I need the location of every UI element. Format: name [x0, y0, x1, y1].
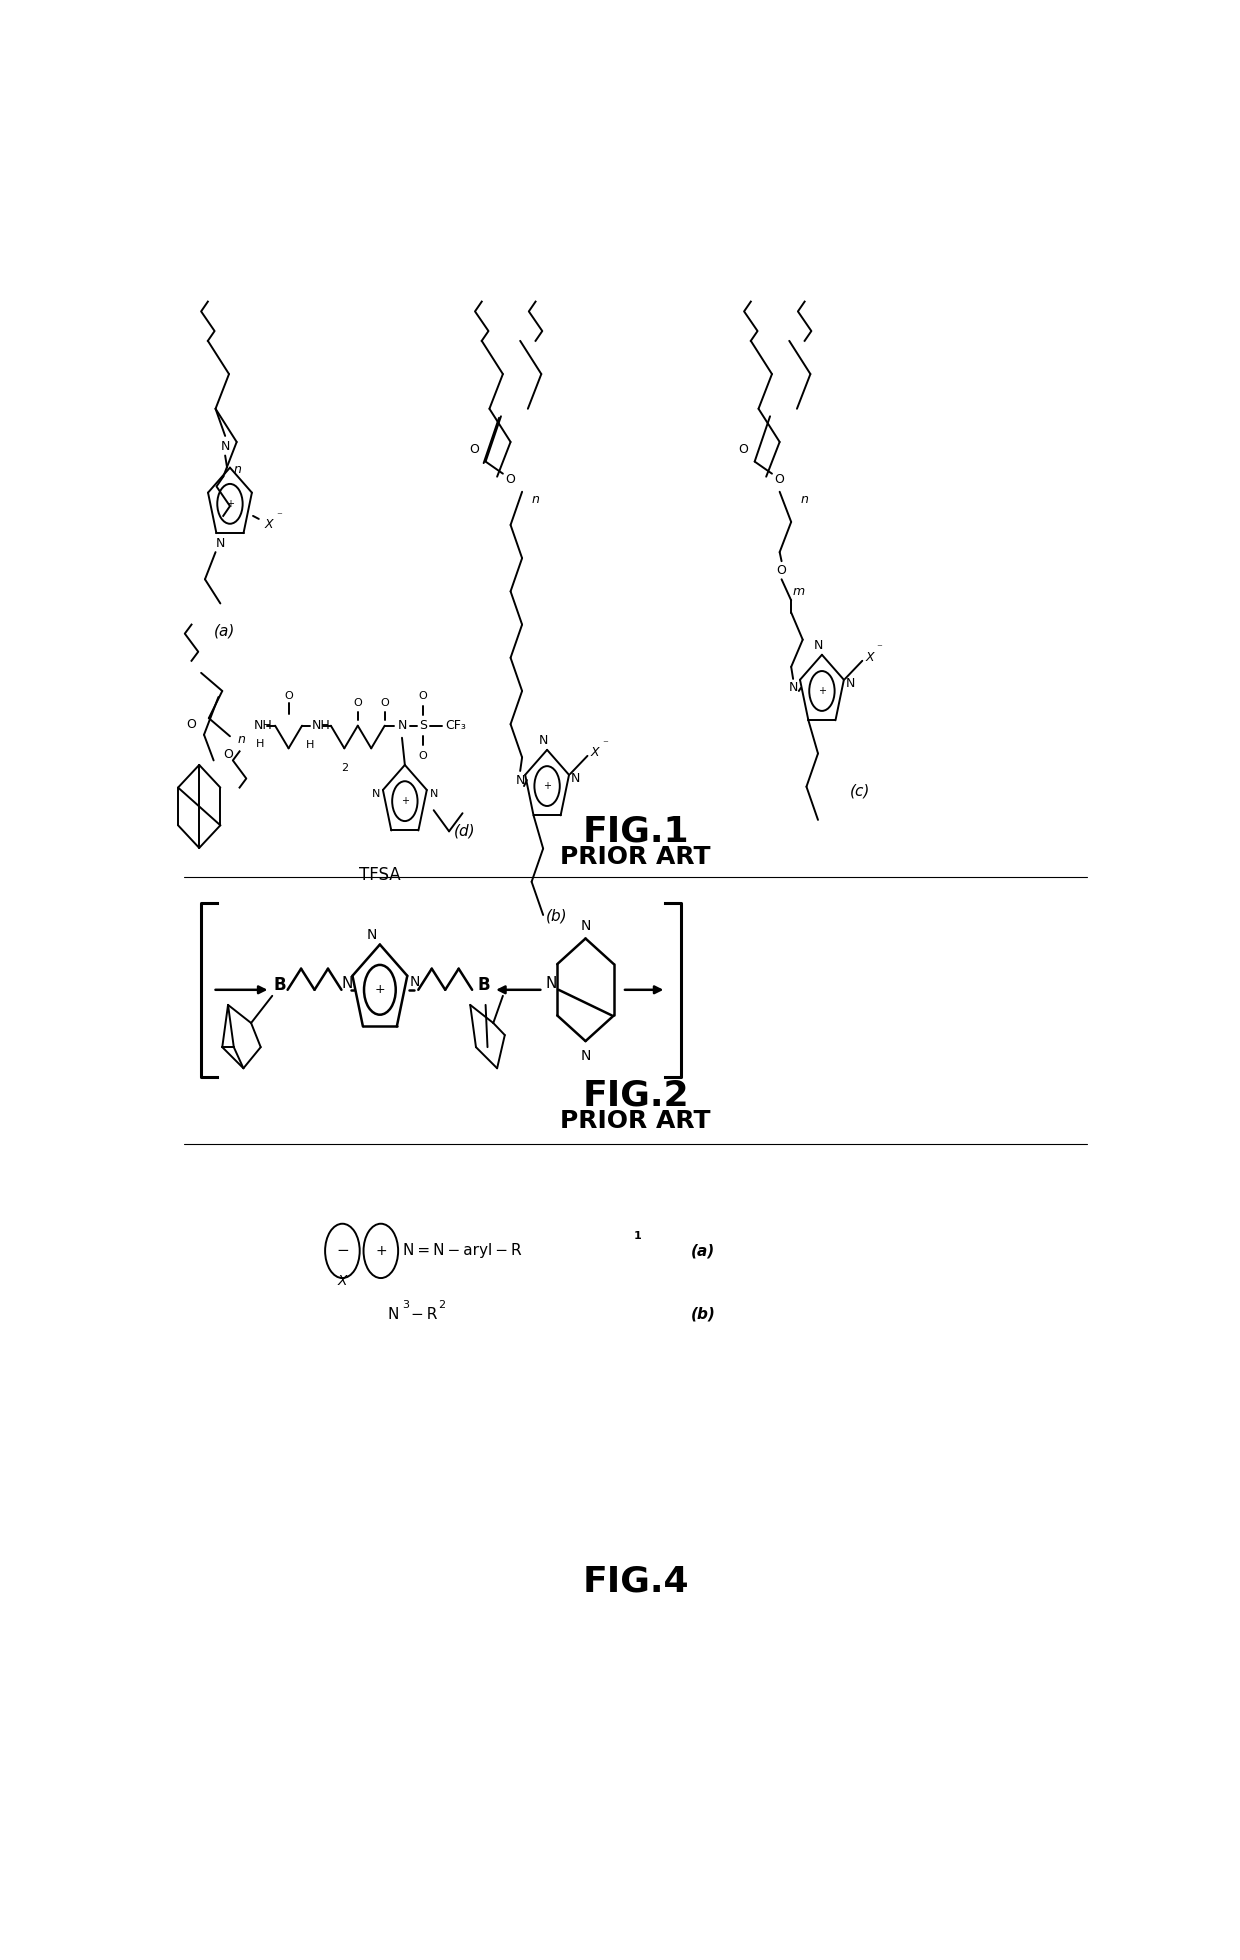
Text: (b): (b) [691, 1307, 715, 1321]
Text: n: n [532, 492, 539, 506]
Text: 2: 2 [341, 762, 348, 772]
Text: N: N [221, 439, 229, 453]
Text: N: N [580, 919, 590, 933]
Text: S: S [419, 719, 427, 733]
Text: +: + [818, 686, 826, 696]
Text: O: O [776, 564, 786, 576]
Text: O: O [353, 698, 362, 708]
Text: n: n [801, 492, 808, 506]
Text: O: O [186, 717, 196, 731]
Text: TFSA: TFSA [360, 866, 401, 884]
Text: CF₃: CF₃ [445, 719, 466, 733]
Text: O: O [419, 751, 428, 760]
Text: N: N [516, 774, 525, 786]
Text: N: N [409, 976, 419, 990]
Text: O: O [223, 749, 233, 760]
Text: −: − [336, 1243, 348, 1258]
Text: FIG.4: FIG.4 [583, 1564, 688, 1599]
Text: PRIOR ART: PRIOR ART [560, 1109, 711, 1133]
Text: 3: 3 [402, 1299, 409, 1309]
Text: H: H [305, 741, 314, 751]
Text: N: N [546, 976, 557, 992]
Text: PRIOR ART: PRIOR ART [560, 845, 711, 868]
Text: O: O [284, 690, 293, 700]
Text: X: X [590, 747, 599, 759]
Text: (d): (d) [454, 823, 475, 839]
Text: (a): (a) [691, 1243, 715, 1258]
Text: N: N [216, 537, 224, 549]
Text: N: N [397, 719, 407, 733]
Text: − R: − R [410, 1307, 436, 1321]
Text: ⁻: ⁻ [277, 512, 281, 521]
Text: H: H [255, 739, 264, 749]
Text: N: N [372, 788, 381, 798]
Text: N: N [846, 676, 856, 690]
Text: O: O [419, 690, 428, 700]
Text: N: N [789, 682, 797, 694]
Text: N: N [538, 735, 548, 747]
Text: X: X [337, 1274, 347, 1288]
Text: N: N [367, 929, 377, 943]
Text: ⁻: ⁻ [601, 739, 608, 749]
Text: N: N [388, 1307, 399, 1321]
Text: (a): (a) [213, 623, 234, 639]
Text: +: + [401, 796, 409, 806]
Text: O: O [506, 472, 516, 486]
Text: O: O [738, 443, 748, 457]
Text: +: + [374, 984, 386, 996]
Text: X: X [866, 651, 874, 664]
Text: 2: 2 [439, 1299, 445, 1309]
Text: n: n [233, 463, 242, 476]
Text: FIG.2: FIG.2 [583, 1078, 688, 1113]
Text: O: O [775, 472, 785, 486]
Text: (c): (c) [851, 784, 870, 798]
Text: N: N [429, 788, 438, 798]
Text: m: m [792, 584, 805, 598]
Text: B: B [477, 976, 490, 994]
Text: ⁻: ⁻ [877, 643, 883, 655]
Text: +: + [226, 500, 234, 510]
Text: O: O [381, 698, 389, 708]
Text: NH: NH [254, 719, 273, 733]
Text: N: N [813, 639, 823, 653]
Text: N: N [580, 1049, 590, 1062]
Text: N = N − aryl − R: N = N − aryl − R [403, 1243, 522, 1258]
Text: N: N [572, 772, 580, 786]
Text: N: N [341, 976, 353, 992]
Text: FIG.1: FIG.1 [583, 813, 688, 849]
Text: +: + [543, 780, 551, 792]
Text: X: X [264, 519, 273, 531]
Text: +: + [374, 1245, 387, 1258]
Text: B: B [274, 976, 286, 994]
Text: n: n [238, 733, 246, 745]
Text: (b): (b) [546, 907, 568, 923]
Text: O: O [469, 443, 479, 457]
Text: NH: NH [311, 719, 330, 733]
Text: 1: 1 [634, 1231, 641, 1241]
